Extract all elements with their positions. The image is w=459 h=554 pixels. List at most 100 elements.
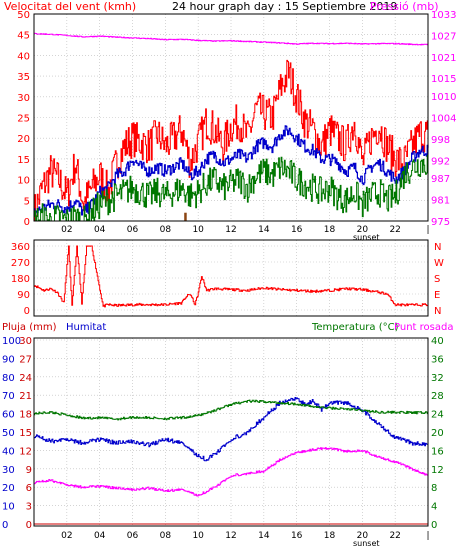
x-tick-label: 22 xyxy=(389,225,400,235)
x-tick-label: 12 xyxy=(225,225,236,235)
temperature-axis-label: Temperatura (°C) xyxy=(311,322,399,333)
x-tick-label: 14 xyxy=(258,531,270,541)
rain-tick-label: 15 xyxy=(19,428,32,439)
compass-tick-label: W xyxy=(434,258,444,269)
pressure-tick-label: 987 xyxy=(431,174,450,185)
pressure-tick-label: 981 xyxy=(431,196,450,207)
dewpoint-axis-label: Punt rosada xyxy=(394,322,453,333)
pressure-tick-label: 1010 xyxy=(431,92,456,103)
x-tick-label: 18 xyxy=(324,531,336,541)
mean-wind-line xyxy=(34,125,429,217)
wind-y-tick-label: 10 xyxy=(17,176,30,187)
x-tick-label: 06 xyxy=(127,225,139,235)
direction-y-tick-label: 270 xyxy=(11,258,30,269)
rain-tick-label: 21 xyxy=(19,391,32,402)
humidity-axis-label: Humitat xyxy=(66,322,106,333)
temperature-ticks: 0 4 8 12 16 20 24 28 32 36 40 xyxy=(431,336,444,531)
direction-y-ticks: 360 270 180 90 0 xyxy=(11,242,30,317)
x-tick-label: 08 xyxy=(160,531,172,541)
x-tick-label: 10 xyxy=(192,531,204,541)
temperature-tick-label: 16 xyxy=(431,446,444,457)
x-tick-label: 14 xyxy=(258,225,270,235)
direction-y-tick-label: 90 xyxy=(17,290,30,301)
pressure-tick-label: 992 xyxy=(431,156,450,167)
wind-x-ticks: 02 04 06 08 10 12 14 16 18 20 22 | xyxy=(61,225,429,235)
temperature-tick-label: 24 xyxy=(431,410,444,421)
humidity-ticks: 0 10 20 30 40 50 60 70 80 90 100 xyxy=(2,336,21,531)
rain-tick-label: 24 xyxy=(19,373,32,384)
x-tick-label: 18 xyxy=(324,225,336,235)
pressure-tick-label: 1021 xyxy=(431,53,456,64)
gust-wind-line xyxy=(34,59,429,222)
wind-y-tick-label: 50 xyxy=(17,10,30,21)
min-wind-line xyxy=(34,154,429,222)
pressure-tick-label: 1033 xyxy=(431,10,456,21)
wind-y-ticks: 0 5 10 15 20 25 30 35 40 45 50 xyxy=(17,10,30,228)
wind-y-tick-label: 40 xyxy=(17,51,30,62)
temp-humidity-panel: Pluja (mm) Humitat Temperatura (°C) Punt… xyxy=(2,322,453,548)
x-tick-label: 12 xyxy=(225,531,236,541)
wind-burst-mark xyxy=(184,212,187,221)
humidity-tick-label: 40 xyxy=(2,446,15,457)
temperature-tick-label: 12 xyxy=(431,465,444,476)
x-end-tick: | xyxy=(426,531,429,541)
rain-tick-label: 27 xyxy=(19,354,32,365)
rain-tick-label: 0 xyxy=(26,520,32,531)
direction-line xyxy=(34,245,429,308)
temperature-tick-label: 0 xyxy=(431,520,437,531)
compass-tick-label: N xyxy=(434,306,441,317)
wind-plot-frame xyxy=(33,13,429,222)
temperature-tick-label: 40 xyxy=(431,336,444,347)
humidity-tick-label: 90 xyxy=(2,354,15,365)
temp-x-ticks: 02 04 06 08 10 12 14 16 18 20 22 | xyxy=(61,531,429,541)
pressure-tick-label: 975 xyxy=(431,217,450,228)
humidity-tick-label: 10 xyxy=(2,502,15,513)
pressure-line xyxy=(34,32,428,46)
wind-y-tick-label: 25 xyxy=(17,114,30,125)
direction-y-tick-label: 180 xyxy=(11,274,30,285)
wind-series xyxy=(34,32,429,222)
dewpoint-line xyxy=(34,447,429,497)
wind-pressure-panel: Velocitat del vent (kmh) 24 hour graph d… xyxy=(4,0,456,242)
x-tick-label: 20 xyxy=(357,225,369,235)
temperature-tick-label: 28 xyxy=(431,391,444,402)
pressure-tick-label: 1015 xyxy=(431,74,456,85)
humidity-tick-label: 20 xyxy=(2,483,15,494)
temperature-tick-label: 32 xyxy=(431,373,444,384)
wind-axis-label: Velocitat del vent (kmh) xyxy=(4,0,136,13)
temp-series xyxy=(34,397,429,525)
temperature-line xyxy=(34,399,429,421)
direction-series xyxy=(34,245,429,308)
compass-tick-label: N xyxy=(434,242,441,253)
direction-y-tick-label: 0 xyxy=(24,306,30,317)
x-tick-label: 16 xyxy=(291,225,303,235)
x-tick-label: 08 xyxy=(160,225,172,235)
compass-tick-label: S xyxy=(434,274,440,285)
temp-grid xyxy=(34,338,428,526)
x-tick-label: 06 xyxy=(127,531,139,541)
humidity-tick-label: 80 xyxy=(2,373,15,384)
temperature-tick-label: 20 xyxy=(431,428,444,439)
wind-y-tick-label: 15 xyxy=(17,155,30,166)
x-tick-label: 10 xyxy=(192,225,204,235)
temperature-tick-label: 4 xyxy=(431,502,437,513)
temperature-tick-label: 8 xyxy=(431,483,437,494)
wind-y-tick-label: 45 xyxy=(17,31,30,42)
rain-tick-label: 30 xyxy=(19,336,32,347)
rain-tick-label: 18 xyxy=(19,410,32,421)
x-end-tick: | xyxy=(426,225,429,235)
humidity-tick-label: 30 xyxy=(2,465,15,476)
pressure-ticks: 975 981 987 992 998 1004 1010 1015 1021 1027 1033 xyxy=(431,10,456,228)
humidity-tick-label: 70 xyxy=(2,391,15,402)
rain-ticks: 0 3 6 9 12 15 18 21 24 27 30 xyxy=(19,336,32,531)
humidity-tick-label: 0 xyxy=(2,520,8,531)
x-tick-label: 16 xyxy=(291,531,303,541)
x-tick-label: 02 xyxy=(61,531,72,541)
rain-tick-label: 9 xyxy=(26,465,32,476)
direction-y-tick-label: 360 xyxy=(11,242,30,253)
wind-y-tick-label: 35 xyxy=(17,72,30,83)
rain-axis-label: Pluja (mm) xyxy=(2,322,57,333)
chart-title: 24 hour graph day : 15 Septiembre 2019 xyxy=(172,0,397,13)
